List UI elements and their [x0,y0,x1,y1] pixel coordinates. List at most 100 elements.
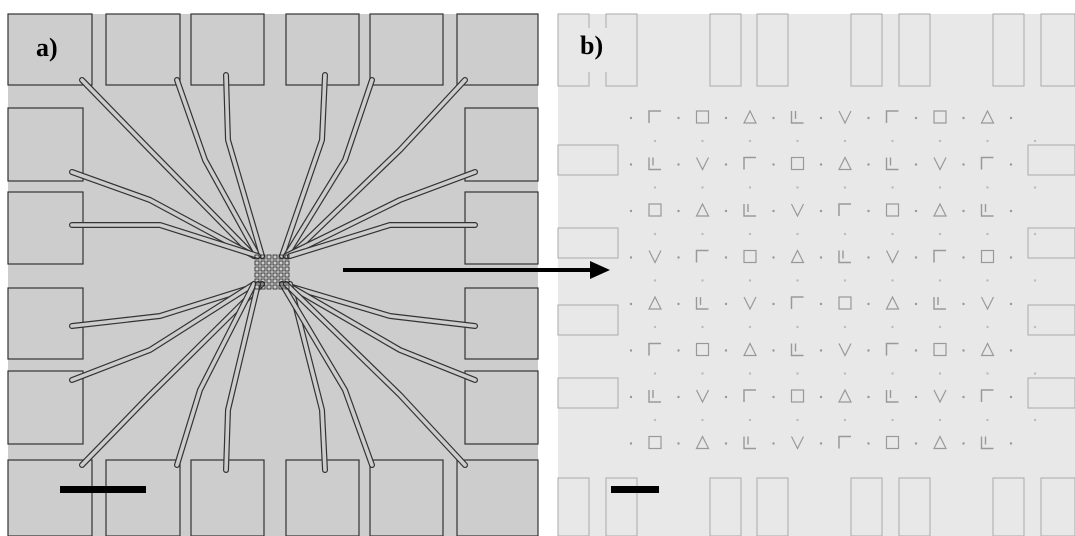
dot [820,303,822,305]
dot [701,279,703,281]
dot [725,256,727,258]
dot [725,442,727,444]
dot [654,140,656,142]
dot [772,210,774,212]
dot [677,256,679,258]
dot [796,186,798,188]
dot [939,279,941,281]
dot [1010,396,1012,398]
dot [701,326,703,328]
dot [677,163,679,165]
dot [915,303,917,305]
dot [701,419,703,421]
dot [1010,303,1012,305]
dot [867,303,869,305]
dot [630,303,632,305]
dot [962,396,964,398]
dot [677,117,679,119]
dot [986,279,988,281]
dot [915,349,917,351]
dot [844,326,846,328]
dot [844,279,846,281]
dot [891,326,893,328]
dot [1010,349,1012,351]
dot [654,326,656,328]
dot [749,326,751,328]
dot [867,396,869,398]
dot [820,256,822,258]
dot [1010,163,1012,165]
panel-label: b) [580,31,603,60]
dot [962,117,964,119]
dot [962,163,964,165]
dot [820,396,822,398]
scale-bar-b [611,486,659,493]
dot [1034,326,1036,328]
dot [677,396,679,398]
dot [915,163,917,165]
dot [891,279,893,281]
dot [986,372,988,374]
dot [701,140,703,142]
dot [820,349,822,351]
dot [939,326,941,328]
dot [915,396,917,398]
dot [844,233,846,235]
dot [915,117,917,119]
dot [986,186,988,188]
dot [772,349,774,351]
dot [844,140,846,142]
dot [630,117,632,119]
dot [939,140,941,142]
dot [772,163,774,165]
scale-bar-a [60,486,146,493]
dot [654,279,656,281]
dot [701,186,703,188]
dot [725,396,727,398]
dot [915,256,917,258]
dot [677,349,679,351]
dot [701,233,703,235]
dot [844,186,846,188]
dot [867,163,869,165]
dot [725,163,727,165]
dot [701,372,703,374]
dot [962,442,964,444]
dot [772,256,774,258]
dot [1034,186,1036,188]
dot [749,372,751,374]
dot [796,372,798,374]
dot [962,303,964,305]
dot [867,442,869,444]
dot [962,210,964,212]
dot [867,256,869,258]
dot [891,233,893,235]
dot [796,279,798,281]
dot [1010,210,1012,212]
dot [677,303,679,305]
dot [725,303,727,305]
dot [630,396,632,398]
dot [630,256,632,258]
dot [749,279,751,281]
dot [867,117,869,119]
dot [796,140,798,142]
dot [891,372,893,374]
dot [962,349,964,351]
dot [1010,256,1012,258]
dot [939,233,941,235]
dot [725,210,727,212]
dot [986,233,988,235]
dot [749,419,751,421]
dot [1034,140,1036,142]
dot [772,117,774,119]
dot [891,419,893,421]
dot [844,419,846,421]
dot [986,326,988,328]
dot [820,210,822,212]
dot [1034,233,1036,235]
dot [796,233,798,235]
dot [630,163,632,165]
dot [867,349,869,351]
dot [986,140,988,142]
